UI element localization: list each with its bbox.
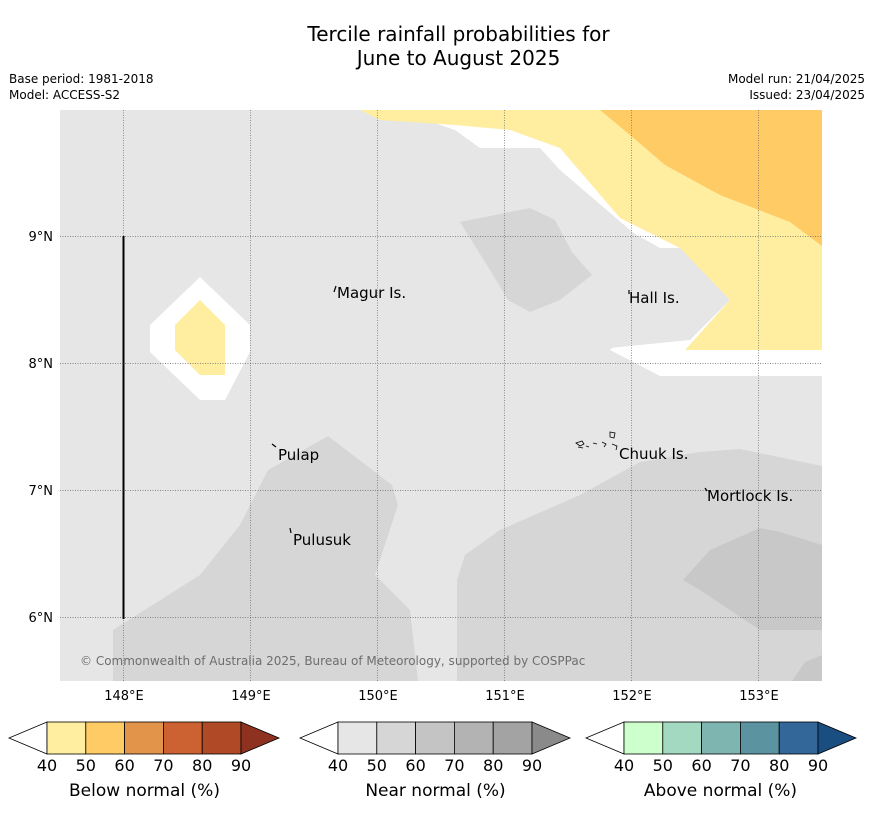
colorbar-near: 40 50 60 70 80 90 <box>298 721 572 775</box>
colorbar-near-tick: 80 <box>483 756 503 775</box>
colorbar-above-tick: 70 <box>730 756 750 775</box>
near-normal-50-southwest <box>113 436 418 681</box>
near-normal-60-southeast <box>683 528 822 630</box>
lat-tick-7n: 7°N <box>29 484 54 499</box>
colorbar-above-tick: 50 <box>653 756 673 775</box>
colorbar-above-tick: 60 <box>691 756 711 775</box>
colorbar-below-tick: 90 <box>231 756 251 775</box>
map-area: Magur Is. Hall Is. Pulap Chuuk Is. Mortl… <box>60 110 822 681</box>
lon-tick-149: 149°E <box>231 689 271 704</box>
colorbar-above-low-extend <box>584 721 625 755</box>
copyright-text: © Commonwealth of Australia 2025, Bureau… <box>80 654 585 668</box>
map-title: Tercile rainfall probabilities for June … <box>0 22 873 70</box>
place-label-hall: Hall Is. <box>629 289 680 307</box>
pulusuk-island-shape <box>289 527 292 534</box>
colorbar-label-below: Below normal (%) <box>69 781 220 801</box>
place-label-mortlock: Mortlock Is. <box>707 487 793 505</box>
colorbar-above-segment <box>623 721 664 755</box>
colorbar-above: 40 50 60 70 80 90 <box>584 721 858 775</box>
island-marks <box>271 285 708 534</box>
colorbar-below-segment <box>201 721 242 755</box>
pulap-island-shape <box>271 443 277 448</box>
mortlock-island-shape <box>704 487 708 492</box>
issued-date: Issued: 23/04/2025 <box>749 88 865 102</box>
colorbar-below-tick: 40 <box>37 756 57 775</box>
lon-tick-148: 148°E <box>104 689 144 704</box>
colorbar-above-segment <box>701 721 741 755</box>
colorbar-label-near: Near normal (%) <box>365 781 506 801</box>
below-normal-40-west <box>175 300 225 375</box>
colorbar-above-segment <box>740 721 780 755</box>
colorbar-near-segment <box>337 721 378 755</box>
colorbar-above-tick: 90 <box>808 756 828 775</box>
colorbar-near-tick: 40 <box>328 756 348 775</box>
colorbar-near-tick: 60 <box>405 756 425 775</box>
colorbar-below-segment <box>85 721 126 755</box>
place-label-chuuk: Chuuk Is. <box>619 445 688 463</box>
colorbar-below-low-extend <box>7 721 48 755</box>
colorbar-below-high-extend <box>240 721 281 755</box>
colorbar-below-tick: 50 <box>76 756 96 775</box>
colorbar-near-high-extend <box>531 721 572 755</box>
colorbar-below-segment <box>46 721 87 755</box>
lat-tick-8n: 8°N <box>29 357 54 372</box>
colorbar-below-segment <box>124 721 164 755</box>
colorbar-above-segment <box>662 721 702 755</box>
colorbar-near-tick: 90 <box>522 756 542 775</box>
colorbar-near-segment <box>453 721 494 755</box>
colorbar-above-segment <box>778 721 819 755</box>
near-normal-50-north <box>460 208 592 312</box>
colorbars: 40 50 60 70 80 90 40 50 60 70 80 90 40 50 60 70 80 90 <box>7 721 858 775</box>
chuuk-island-shapes <box>575 431 618 451</box>
meta-left: Base period: 1981-2018 Model: ACCESS-S2 <box>9 71 154 103</box>
lon-tick-151: 151°E <box>485 689 525 704</box>
colorbar-below-tick: 80 <box>192 756 212 775</box>
colorbar-near-tick: 50 <box>367 756 387 775</box>
meta-right: Model run: 21/04/2025 Issued: 23/04/2025 <box>728 71 865 103</box>
colorbar-label-above: Above normal (%) <box>643 781 798 801</box>
lat-tick-9n: 9°N <box>29 230 54 245</box>
colorbar-below-tick: 70 <box>153 756 173 775</box>
lon-tick-152: 152°E <box>612 689 652 704</box>
lon-tick-150: 150°E <box>358 689 398 704</box>
colorbar-near-low-extend <box>298 721 339 755</box>
near-normal-50-southeast <box>457 449 822 681</box>
colorbar-above-tick: 80 <box>769 756 789 775</box>
title-line-2: June to August 2025 <box>356 46 561 70</box>
colorbar-above-tick: 40 <box>614 756 634 775</box>
base-period: Base period: 1981-2018 <box>9 72 154 86</box>
place-label-pulusuk: Pulusuk <box>293 531 351 549</box>
colorbar-near-tick: 70 <box>444 756 464 775</box>
colorbar-near-segment <box>492 721 533 755</box>
title-line-1: Tercile rainfall probabilities for <box>307 22 610 46</box>
colorbar-near-segment <box>376 721 416 755</box>
model-run: Model run: 21/04/2025 <box>727 72 865 86</box>
colorbar-below: 40 50 60 70 80 90 <box>7 721 281 775</box>
near-normal-60-corner <box>792 655 822 681</box>
place-label-pulap: Pulap <box>278 446 319 464</box>
colorbar-below-segment <box>162 721 203 755</box>
colorbar-above-high-extend <box>817 721 858 755</box>
place-label-magur: Magur Is. <box>337 284 406 302</box>
model-name: Model: ACCESS-S2 <box>9 88 121 102</box>
magur-island-shape <box>333 285 337 293</box>
lon-tick-153: 153°E <box>739 689 779 704</box>
axis-labels: 148°E 149°E 150°E 151°E 152°E 153°E 9°N … <box>29 230 779 704</box>
colorbar-near-segment <box>415 721 455 755</box>
colorbar-below-tick: 60 <box>114 756 134 775</box>
lat-tick-6n: 6°N <box>29 611 54 626</box>
place-labels: Magur Is. Hall Is. Pulap Chuuk Is. Mortl… <box>278 284 793 549</box>
below-normal-50-northeast <box>600 110 822 246</box>
